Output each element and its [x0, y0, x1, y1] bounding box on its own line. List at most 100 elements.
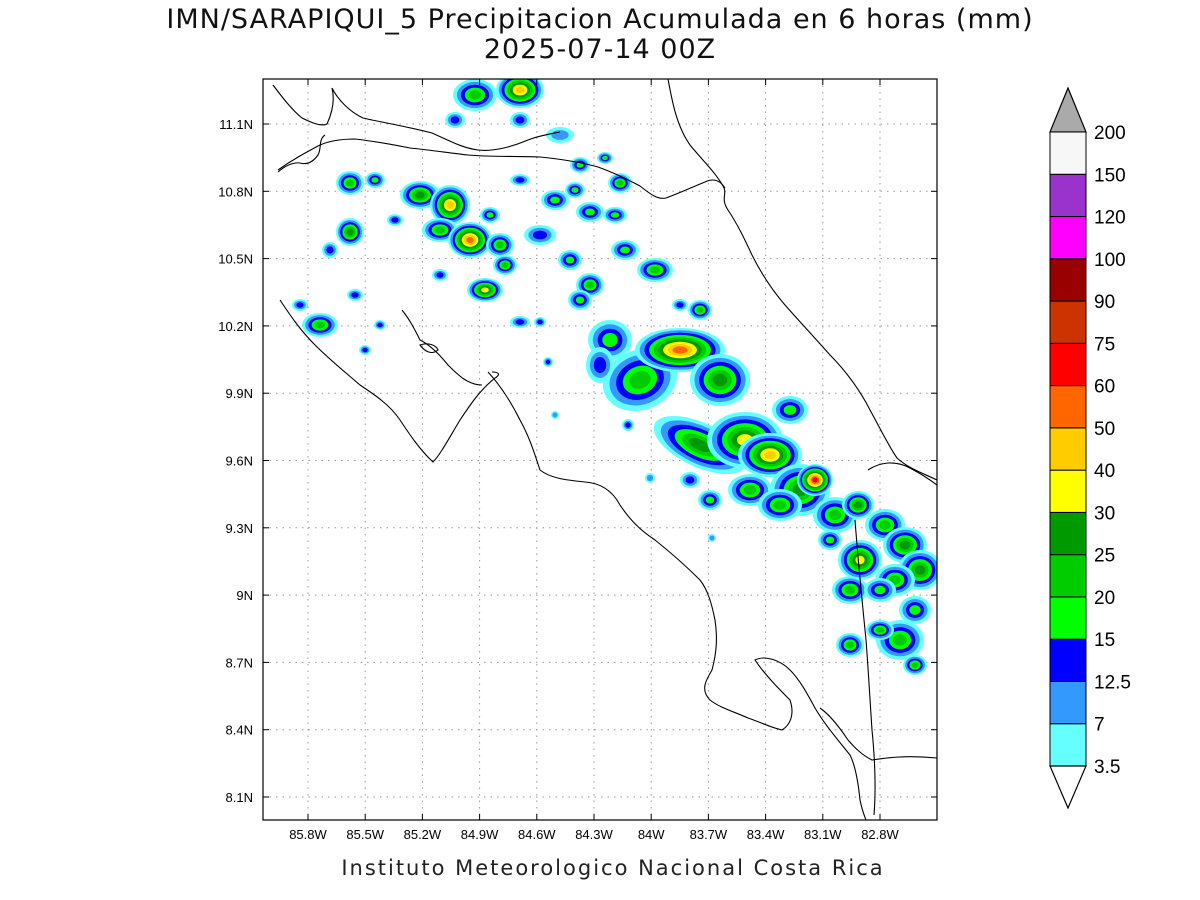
precip-cell [818, 530, 842, 550]
precip-cell [645, 473, 655, 483]
precip-cell [432, 269, 448, 281]
precip-cell [698, 490, 722, 510]
precip-cell [448, 222, 492, 258]
longitude-labels: 85.8W 85.5W 85.2W 84.9W 84.6W 84.3W 84W 83.7W 83… [289, 827, 899, 842]
colorbar-swatch [1049, 131, 1087, 175]
precip-cell [797, 464, 833, 496]
colorbar-swatch [1049, 385, 1087, 429]
precip-cell [374, 320, 386, 330]
colorbar-label: 12.5 [1094, 672, 1131, 693]
lon-label: 85.2W [404, 827, 442, 842]
colorbar-label: 200 [1094, 123, 1126, 144]
lon-label: 85.5W [346, 827, 384, 842]
nicaragua-border [277, 138, 726, 199]
lat-label: 9N [236, 588, 253, 603]
precip-cell [387, 214, 403, 226]
precip-cell [708, 534, 716, 542]
lat-label: 9.9N [226, 386, 253, 401]
precip-cell [611, 240, 639, 260]
precip-cell [738, 433, 802, 477]
golfo-dulce [819, 707, 937, 761]
precip-cell [570, 157, 590, 173]
precip-cell [336, 171, 364, 195]
map-frame [262, 78, 938, 821]
precip-cell [422, 218, 458, 242]
lon-label: 84W [638, 827, 665, 842]
lat-label: 10.5N [218, 252, 253, 267]
precip-cell [534, 317, 546, 327]
coastlines [272, 79, 937, 820]
precip-cell [558, 250, 582, 270]
colorbar-swatch [1049, 216, 1087, 260]
precip-cell [758, 489, 802, 521]
colorbar-under-arrow [1049, 765, 1087, 810]
precip-cell [302, 313, 338, 337]
precipitation-field [292, 79, 937, 675]
latitude-labels: 11.1N 10.8N 10.5N 10.2N 9.9N 9.6N 9.3N 9N 8.7N 8.… [218, 117, 253, 805]
precip-cell [597, 152, 613, 164]
precip-cell [672, 299, 688, 311]
precip-cell [524, 225, 556, 245]
precip-cell [486, 233, 514, 257]
panama-border [867, 462, 937, 486]
precip-cell [493, 255, 517, 275]
footer-credit: Instituto Meteorologico Nacional Costa R… [341, 856, 885, 880]
precip-cell [541, 190, 569, 210]
precip-cell [322, 242, 338, 258]
lon-label: 84.9W [461, 827, 499, 842]
precip-cell [480, 207, 500, 223]
colorbar-label: 15 [1094, 630, 1115, 651]
precip-cell [568, 290, 592, 310]
colorbar-swatch [1049, 596, 1087, 640]
colorbar-label: 3.5 [1094, 757, 1120, 778]
lat-label: 10.2N [218, 319, 253, 334]
precip-cell [430, 185, 470, 225]
precip-cell [838, 540, 882, 580]
precip-cell [347, 289, 363, 301]
lat-label: 9.6N [226, 454, 253, 469]
precip-cell [453, 79, 497, 111]
precip-cell [292, 299, 308, 311]
colorbar-label: 75 [1094, 334, 1115, 355]
lon-label: 84.3W [575, 827, 613, 842]
caribbean-coast [667, 79, 937, 481]
colorbar-label: 40 [1094, 461, 1115, 482]
precip-cell [772, 396, 808, 424]
map-date: 2025-07-14 00Z [483, 34, 717, 65]
colorbar-over-arrow [1049, 86, 1087, 133]
precip-cell [510, 174, 530, 186]
colorbar: 3.5 7 12.5 15 20 25 30 40 50 60 75 90 100 120 150 200 [1049, 86, 1131, 810]
precip-cell [637, 258, 673, 282]
precip-cell [359, 345, 371, 355]
panama-border-south [854, 519, 873, 731]
lon-label: 83.7W [690, 827, 728, 842]
colorbar-swatch [1049, 258, 1087, 302]
lon-label: 82.8W [861, 827, 899, 842]
precip-cell [842, 491, 874, 519]
pacific-coast [277, 134, 867, 820]
colorbar-label: 60 [1094, 377, 1115, 398]
precip-cell [603, 207, 627, 223]
map-title: IMN/SARAPIQUI_5 Precipitacion Acumulada … [166, 4, 1034, 35]
precip-cell [903, 655, 927, 675]
graticule [263, 79, 937, 820]
colorbar-label: 150 [1094, 165, 1126, 186]
gulf-nicoya [419, 343, 439, 354]
precip-cell [496, 79, 544, 108]
lat-label: 8.7N [226, 655, 253, 670]
precip-cell [445, 112, 465, 128]
colorbar-swatch [1049, 554, 1087, 598]
colorbar-swatch [1049, 723, 1087, 767]
lake-nicaragua-shore [272, 84, 561, 151]
colorbar-swatch [1049, 300, 1087, 344]
burica [871, 729, 876, 816]
colorbar-swatch [1049, 511, 1087, 556]
colorbar-label: 100 [1094, 250, 1126, 271]
precip-cell [899, 596, 931, 624]
precip-cell [865, 509, 905, 541]
precip-cell [467, 278, 503, 302]
lon-label: 85.8W [289, 827, 327, 842]
precip-cell [546, 127, 574, 143]
lat-label: 11.1N [219, 117, 253, 132]
